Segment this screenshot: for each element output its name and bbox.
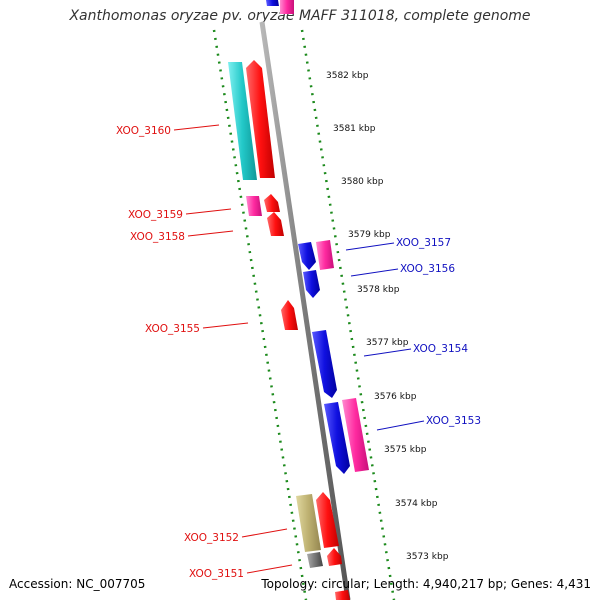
genome-title: Xanthomonas oryzae pv. oryzae MAFF 31101… [69,8,531,24]
gene-xoo-3152-olive[interactable] [296,494,321,552]
scale-tick: 3574 kbp [395,499,438,509]
genome-backbone [259,21,351,600]
gene-xoo-3156[interactable] [303,270,320,298]
gene-xoo-3153-magenta[interactable] [342,398,369,472]
gene-xoo-3157-blue[interactable] [298,242,316,270]
gene-bottom-partial-red[interactable] [335,590,350,600]
gene-xoo-3159[interactable] [246,196,262,216]
gene-label[interactable]: XOO_3158 [130,231,185,243]
leader-lines [173,124,425,574]
scale-ticks: 3582 kbp 3581 kbp 3580 kbp 3579 kbp 3578… [326,71,449,562]
gene-label[interactable]: XOO_3155 [145,323,200,335]
gene-xoo-3160-cyan[interactable] [228,62,257,180]
right-guide-line [300,29,396,600]
gene-xoo-3152-red[interactable] [316,492,339,548]
gene-label[interactable]: XOO_3153 [426,415,481,427]
gene-label[interactable]: XOO_3159 [128,209,183,221]
scale-tick: 3573 kbp [406,552,449,562]
scale-tick: 3581 kbp [333,124,376,134]
gene-features [228,60,369,600]
gene-xoo-3154[interactable] [312,330,337,398]
gene-label[interactable]: XOO_3152 [184,532,239,544]
gene-label[interactable]: XOO_3154 [413,343,468,355]
scale-tick: 3578 kbp [357,285,400,295]
gene-labels-right: XOO_3157 XOO_3156 XOO_3154 XOO_3153 [396,237,481,427]
scale-tick: 3582 kbp [326,71,369,81]
left-guide-line [212,29,308,600]
scale-tick: 3576 kbp [374,392,417,402]
gene-xoo-3155[interactable] [281,300,298,330]
gene-label[interactable]: XOO_3157 [396,237,451,249]
accession-text: Accession: NC_007705 [9,577,146,591]
scale-tick: 3580 kbp [341,177,384,187]
gene-xoo-3160-red[interactable] [246,60,275,178]
scale-tick: 3575 kbp [384,445,427,455]
gene-label[interactable]: XOO_3151 [189,568,244,580]
gene-labels-left: XOO_3160 XOO_3159 XOO_3158 XOO_3155 XOO_… [116,125,244,580]
gene-block-top-blue[interactable] [266,0,279,6]
scale-tick: 3577 kbp [366,338,409,348]
gene-block-top-magenta[interactable] [280,0,294,14]
gene-xoo-3157-magenta[interactable] [316,240,334,270]
gene-xoo-3153-blue[interactable] [324,402,350,474]
gene-xoo-3151-red[interactable] [327,548,342,566]
genome-summary-text: Topology: circular; Length: 4,940,217 bp… [261,577,591,591]
scale-tick: 3579 kbp [348,230,391,240]
gene-label[interactable]: XOO_3156 [400,263,455,275]
gene-xoo-3151-gray[interactable] [307,552,323,568]
gene-red-small-a[interactable] [264,194,280,212]
gene-label[interactable]: XOO_3160 [116,125,171,137]
gene-xoo-3158[interactable] [267,212,284,236]
